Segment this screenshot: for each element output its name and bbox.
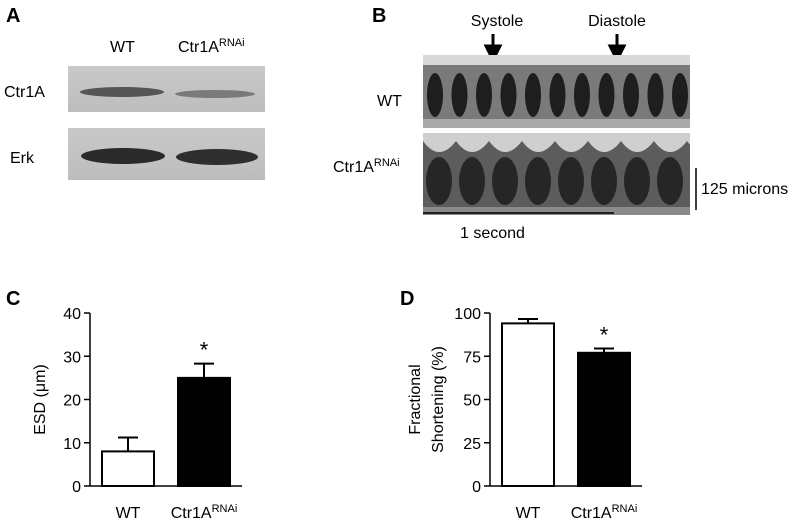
column-label: Ctr1ARNAi xyxy=(178,37,245,56)
row-label: Ctr1A xyxy=(4,84,45,101)
x-tick-label: WT xyxy=(516,505,541,522)
blot-band xyxy=(80,87,164,97)
x-tick-label-text: WT xyxy=(116,505,141,522)
y-tick-label: 100 xyxy=(454,306,481,323)
panel-label: C xyxy=(6,288,20,310)
column-superscript: RNAi xyxy=(219,37,245,49)
panel-label: A xyxy=(6,5,20,27)
row-label: Erk xyxy=(10,150,35,167)
y-tick-label: 20 xyxy=(63,393,81,410)
x-tick-label-text: WT xyxy=(516,505,541,522)
scale-label: 1 second xyxy=(460,225,525,242)
y-tick-label: 25 xyxy=(463,436,481,453)
y-tick-label: 50 xyxy=(463,393,481,410)
y-axis-label: Fractional xyxy=(407,364,424,434)
significance-mark: * xyxy=(200,338,209,363)
y-tick-label: 75 xyxy=(463,349,481,366)
bar xyxy=(101,450,155,487)
significance-mark: * xyxy=(600,322,609,347)
y-tick-label: 30 xyxy=(63,349,81,366)
blot-band xyxy=(175,90,255,98)
blot-band xyxy=(81,148,165,164)
x-tick-label: Ctr1ARNAi xyxy=(171,503,238,522)
bar xyxy=(577,351,631,488)
y-tick-label: 0 xyxy=(472,479,481,496)
marker-label: Diastole xyxy=(588,13,646,30)
row-label: WT xyxy=(377,93,402,110)
panel-label: B xyxy=(372,5,386,27)
column-label-text: Ctr1A xyxy=(178,39,219,56)
row-label-text: Ctr1A xyxy=(333,159,374,176)
x-tick-label-text: Ctr1A xyxy=(171,505,212,522)
blot-band xyxy=(176,149,258,165)
arrow xyxy=(483,34,503,64)
row-label: Ctr1ARNAi xyxy=(333,157,400,176)
bar xyxy=(501,322,555,487)
x-tick-label: Ctr1ARNAi xyxy=(571,503,638,522)
mmode-image xyxy=(423,133,690,215)
scale-label: 125 microns xyxy=(701,181,788,198)
panel-label: D xyxy=(400,288,414,310)
x-tick-label: WT xyxy=(116,505,141,522)
x-tick-superscript: RNAi xyxy=(612,503,638,515)
y-tick-label: 10 xyxy=(63,436,81,453)
y-tick-label: 0 xyxy=(72,479,81,496)
arrow xyxy=(607,34,627,64)
column-label: WT xyxy=(110,39,135,56)
y-axis-label: ESD (μm) xyxy=(32,364,49,435)
bar xyxy=(177,376,231,487)
marker-label: Systole xyxy=(471,13,524,30)
x-tick-label-text: Ctr1A xyxy=(571,505,612,522)
mmode-image xyxy=(423,55,690,128)
y-axis-label: Shortening (%) xyxy=(430,346,447,453)
x-tick-superscript: RNAi xyxy=(212,503,238,515)
y-tick-label: 40 xyxy=(63,306,81,323)
row-superscript: RNAi xyxy=(374,157,400,169)
